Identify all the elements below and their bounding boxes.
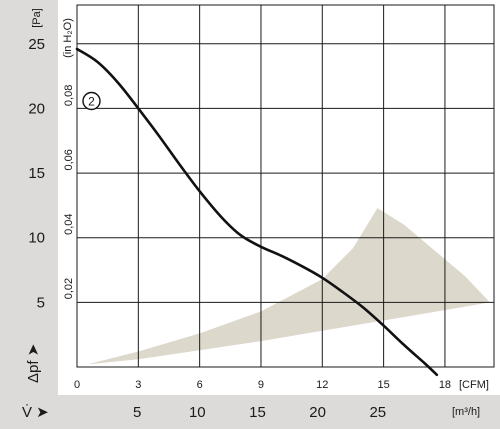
bottom-label-band [0,395,500,429]
pressure-axis-symbol: Δpf ➤ [25,344,42,383]
fan-curve-line [75,47,439,377]
y-axis-pa-unit: [Pa] [31,8,43,28]
x-axis-cfm-tick-label: 12 [316,379,328,391]
y-axis-inh2o-tick-label: 0,08 [63,85,75,106]
grid [76,4,495,368]
curve-marker: 2 [82,91,101,111]
y-axis-inh2o-tick-label: 0,06 [63,149,75,170]
x-axis-cfm-tick-label: 0 [74,379,80,391]
x-axis-m3h-tick-label: 5 [133,404,141,421]
y-axis-inh2o-ticks: 0,02 0,04 0,06 0,08 [63,85,75,300]
x-axis-m3h-tick-label: 10 [189,404,206,421]
x-axis-cfm-tick-label: 18 [439,379,451,391]
x-axis-cfm-tick-label: 9 [258,379,264,391]
flow-axis-symbol: V̇ ➤ [22,404,49,421]
x-axis-cfm-unit: [CFM] [459,379,489,391]
x-axis-m3h-tick-label: 25 [369,404,386,421]
curve-marker-label: 2 [88,95,95,109]
left-label-band [0,0,58,429]
y-axis-pa-tick-label: 15 [28,165,45,182]
y-axis-pa-ticks: 5 10 15 20 25 [28,36,45,312]
x-axis-cfm-tick-label: 3 [135,379,141,391]
x-axis-m3h-tick-label: 20 [309,404,326,421]
y-axis-inh2o-tick-label: 0,02 [63,278,75,299]
x-axis-cfm-tick-label: 15 [377,379,389,391]
x-axis-m3h-tick-label: 15 [249,404,266,421]
operating-area [87,208,490,365]
y-axis-pa-tick-label: 20 [28,100,45,117]
y-axis-pa-tick-label: 5 [37,294,45,311]
x-axis-m3h-unit: [m³/h] [452,406,480,418]
x-axis-m3h-ticks: 5 10 15 20 25 [133,404,386,421]
plot-frame [76,4,495,368]
y-axis-inh2o-tick-label: 0,04 [63,213,75,234]
y-axis-pa-tick-label: 25 [28,36,45,53]
x-axis-cfm-ticks: 0 3 6 9 12 15 18 [74,379,451,391]
y-axis-inh2o-unit: (in H₂O) [62,18,74,58]
x-axis-cfm-tick-label: 6 [197,379,203,391]
y-axis-pa-tick-label: 10 [28,230,45,247]
